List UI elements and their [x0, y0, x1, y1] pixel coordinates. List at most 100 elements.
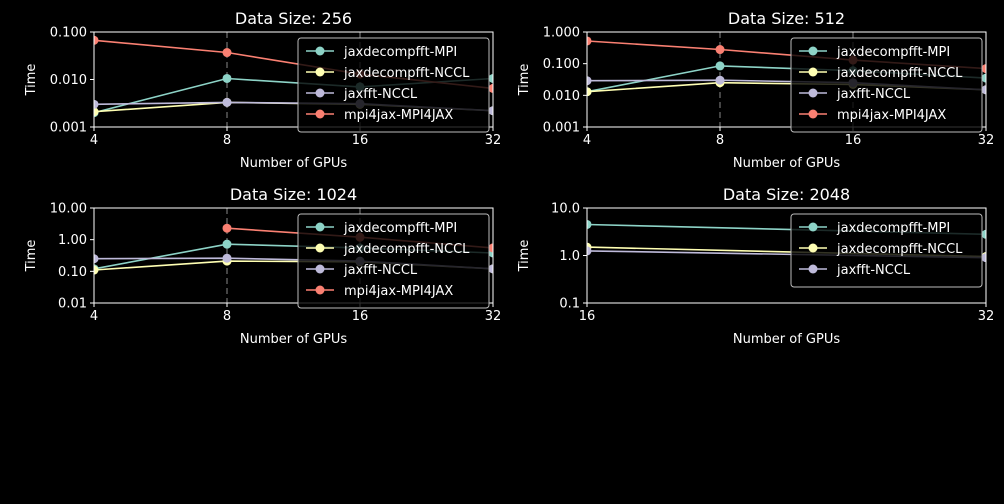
- series-point: [981, 229, 986, 239]
- y-tick-label: 0.001: [543, 121, 580, 136]
- subplot-title: Data Size: 2048: [723, 185, 850, 204]
- legend-marker: [315, 109, 325, 119]
- legend-label: jaxdecompfft-MPI: [343, 45, 457, 60]
- y-axis-label: Time: [517, 64, 532, 97]
- legend-marker: [808, 222, 818, 232]
- legend-label: jaxdecompfft-MPI: [836, 221, 950, 236]
- series-point: [222, 73, 232, 83]
- series-point: [488, 243, 493, 253]
- y-tick-label: 1.000: [543, 26, 580, 41]
- legend-label: jaxdecompfft-NCCL: [343, 242, 470, 257]
- legend-label: mpi4jax-MPI4JAX: [344, 284, 453, 299]
- x-tick-label: 4: [583, 133, 591, 148]
- legend: jaxdecompfft-MPI jaxdecompfft-NCCL jaxfft-…: [790, 37, 983, 133]
- series-point: [222, 239, 232, 249]
- x-tick-label: 16: [845, 133, 862, 148]
- axes-frame: [93, 207, 494, 304]
- legend-label: jaxfft-NCCL: [836, 87, 911, 102]
- series-point: [94, 35, 99, 45]
- subplot-title: Data Size: 512: [728, 9, 845, 28]
- axes-frame: [586, 31, 987, 128]
- y-tick-label: 0.010: [50, 73, 87, 88]
- series-point: [981, 253, 986, 263]
- y-tick-label: 0.010: [543, 89, 580, 104]
- series-point: [587, 76, 592, 86]
- x-tick-label: 8: [716, 133, 724, 148]
- series-point: [587, 36, 592, 46]
- subplot-1: 4 8 16 32 0.001 0.010 0.100 Data Size: 256 Numbe…: [24, 9, 501, 171]
- x-tick-label: 32: [485, 133, 502, 148]
- legend-box: [790, 213, 983, 288]
- x-axis-label: Number of GPUs: [240, 156, 347, 171]
- series-point: [715, 61, 725, 71]
- x-tick-label: 16: [352, 133, 369, 148]
- series-point: [981, 85, 986, 95]
- series-point: [222, 97, 232, 107]
- legend-marker: [315, 285, 325, 295]
- y-axis-label: Time: [24, 240, 39, 273]
- subplot-4: 16 32 0.1 1.0 10.0 Data Size: 2048 Number of G…: [517, 185, 994, 347]
- series-point: [488, 73, 493, 83]
- x-tick-label: 32: [978, 133, 995, 148]
- series-point: [981, 64, 986, 74]
- x-tick-label: 16: [352, 309, 369, 324]
- legend-label: jaxfft-NCCL: [343, 263, 418, 278]
- legend-marker: [315, 67, 325, 77]
- series-point: [94, 99, 99, 109]
- legend-marker: [315, 243, 325, 253]
- x-tick-label: 8: [223, 133, 231, 148]
- legend-box: [297, 213, 490, 309]
- legend-box: [790, 37, 983, 133]
- legend: jaxdecompfft-MPI jaxdecompfft-NCCL jaxfft-…: [790, 213, 983, 288]
- x-tick-label: 32: [485, 309, 502, 324]
- series-point: [715, 75, 725, 85]
- y-tick-label: 0.10: [58, 265, 87, 280]
- legend-marker: [808, 243, 818, 253]
- legend-label: jaxfft-NCCL: [343, 87, 418, 102]
- series-point: [94, 254, 99, 264]
- legend-marker: [808, 109, 818, 119]
- subplot-3: 4 8 16 32 0.01 0.10 1.00 10.00 Data Size: 1024 Nu…: [24, 185, 501, 347]
- series-point: [94, 265, 99, 275]
- x-axis-label: Number of GPUs: [733, 156, 840, 171]
- legend-marker: [808, 264, 818, 274]
- series-point: [587, 219, 592, 229]
- x-axis-label: Number of GPUs: [733, 332, 840, 347]
- y-tick-label: 1.0: [559, 249, 580, 264]
- legend-label: jaxdecompfft-MPI: [343, 221, 457, 236]
- legend-marker: [315, 264, 325, 274]
- series-point: [488, 106, 493, 116]
- legend-label: jaxdecompfft-NCCL: [343, 66, 470, 81]
- series-point: [222, 223, 232, 233]
- series-point: [981, 73, 986, 83]
- series-point: [94, 107, 99, 117]
- legend-marker: [315, 222, 325, 232]
- legend-marker: [315, 46, 325, 56]
- y-axis-label: Time: [517, 240, 532, 273]
- series-point: [587, 246, 592, 256]
- y-tick-label: 0.01: [58, 297, 87, 312]
- x-axis-label: Number of GPUs: [240, 332, 347, 347]
- series-point: [222, 253, 232, 263]
- x-tick-label: 4: [90, 309, 98, 324]
- series-point: [587, 87, 592, 97]
- y-tick-label: 0.001: [50, 121, 87, 136]
- subplot-2: 4 8 16 32 0.001 0.010 0.100 1.000 Data Size: 512…: [517, 9, 994, 171]
- legend: jaxdecompfft-MPI jaxdecompfft-NCCL jaxfft-…: [297, 37, 490, 133]
- y-tick-label: 10.0: [551, 202, 580, 217]
- x-tick-label: 16: [579, 309, 596, 324]
- series-point: [488, 264, 493, 274]
- y-tick-label: 1.00: [58, 233, 87, 248]
- legend-label: jaxdecompfft-MPI: [836, 45, 950, 60]
- legend-label: jaxfft-NCCL: [836, 263, 911, 278]
- legend-marker: [808, 67, 818, 77]
- legend-label: mpi4jax-MPI4JAX: [837, 108, 946, 123]
- y-tick-label: 0.100: [50, 26, 87, 41]
- y-axis-label: Time: [24, 64, 39, 97]
- y-tick-label: 0.100: [543, 57, 580, 72]
- series-point: [222, 48, 232, 58]
- legend-marker: [808, 46, 818, 56]
- legend-label: jaxdecompfft-NCCL: [836, 242, 963, 257]
- y-tick-label: 0.1: [559, 297, 580, 312]
